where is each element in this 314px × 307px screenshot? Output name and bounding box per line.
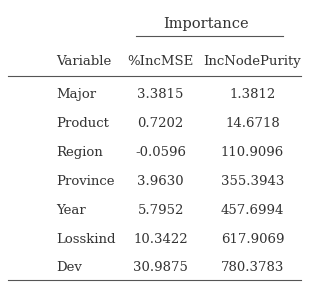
Text: 30.9875: 30.9875 <box>133 262 188 274</box>
Text: Year: Year <box>57 204 86 217</box>
Text: 617.9069: 617.9069 <box>221 233 284 246</box>
Text: 1.3812: 1.3812 <box>229 88 276 101</box>
Text: Losskind: Losskind <box>57 233 116 246</box>
Text: Dev: Dev <box>57 262 82 274</box>
Text: Variable: Variable <box>57 55 112 68</box>
Text: 110.9096: 110.9096 <box>221 146 284 159</box>
Text: 3.3815: 3.3815 <box>138 88 184 101</box>
Text: -0.0596: -0.0596 <box>135 146 186 159</box>
Text: 0.7202: 0.7202 <box>138 117 184 130</box>
Text: Province: Province <box>57 175 115 188</box>
Text: 10.3422: 10.3422 <box>133 233 188 246</box>
Text: IncNodePurity: IncNodePurity <box>203 55 301 68</box>
Text: Product: Product <box>57 117 109 130</box>
Text: 5.7952: 5.7952 <box>138 204 184 217</box>
Text: Importance: Importance <box>164 17 249 31</box>
Text: 780.3783: 780.3783 <box>221 262 284 274</box>
Text: 457.6994: 457.6994 <box>221 204 284 217</box>
Text: 14.6718: 14.6718 <box>225 117 280 130</box>
Text: 355.3943: 355.3943 <box>221 175 284 188</box>
Text: %IncMSE: %IncMSE <box>127 55 194 68</box>
Text: 3.9630: 3.9630 <box>137 175 184 188</box>
Text: Region: Region <box>57 146 103 159</box>
Text: Major: Major <box>57 88 97 101</box>
